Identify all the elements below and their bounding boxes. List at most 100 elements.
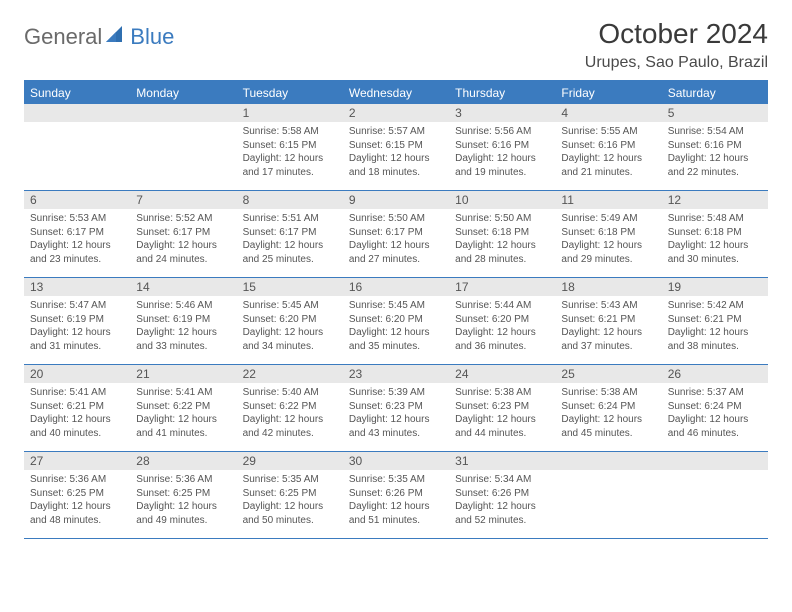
day-number: 26 <box>662 365 768 383</box>
day-details: Sunrise: 5:45 AMSunset: 6:20 PMDaylight:… <box>237 296 343 357</box>
empty-day-number <box>555 452 661 470</box>
logo: General Blue <box>24 24 174 50</box>
day-cell <box>555 452 661 538</box>
day-details: Sunrise: 5:45 AMSunset: 6:20 PMDaylight:… <box>343 296 449 357</box>
day-details: Sunrise: 5:41 AMSunset: 6:21 PMDaylight:… <box>24 383 130 444</box>
day-number: 31 <box>449 452 555 470</box>
day-number: 1 <box>237 104 343 122</box>
day-cell: 27Sunrise: 5:36 AMSunset: 6:25 PMDayligh… <box>24 452 130 538</box>
weekday-header-row: SundayMondayTuesdayWednesdayThursdayFrid… <box>24 82 768 104</box>
day-details: Sunrise: 5:41 AMSunset: 6:22 PMDaylight:… <box>130 383 236 444</box>
day-number: 25 <box>555 365 661 383</box>
day-details: Sunrise: 5:39 AMSunset: 6:23 PMDaylight:… <box>343 383 449 444</box>
day-details: Sunrise: 5:53 AMSunset: 6:17 PMDaylight:… <box>24 209 130 270</box>
day-number: 21 <box>130 365 236 383</box>
day-cell <box>24 104 130 190</box>
day-cell: 29Sunrise: 5:35 AMSunset: 6:25 PMDayligh… <box>237 452 343 538</box>
day-cell: 22Sunrise: 5:40 AMSunset: 6:22 PMDayligh… <box>237 365 343 451</box>
day-number: 17 <box>449 278 555 296</box>
day-cell <box>662 452 768 538</box>
day-cell: 30Sunrise: 5:35 AMSunset: 6:26 PMDayligh… <box>343 452 449 538</box>
day-number: 22 <box>237 365 343 383</box>
day-details: Sunrise: 5:54 AMSunset: 6:16 PMDaylight:… <box>662 122 768 183</box>
header: General Blue October 2024 Urupes, Sao Pa… <box>24 18 768 72</box>
day-details: Sunrise: 5:40 AMSunset: 6:22 PMDaylight:… <box>237 383 343 444</box>
day-cell: 11Sunrise: 5:49 AMSunset: 6:18 PMDayligh… <box>555 191 661 277</box>
day-number: 2 <box>343 104 449 122</box>
week-row: 27Sunrise: 5:36 AMSunset: 6:25 PMDayligh… <box>24 452 768 539</box>
day-cell: 10Sunrise: 5:50 AMSunset: 6:18 PMDayligh… <box>449 191 555 277</box>
weekday-header: Tuesday <box>237 82 343 104</box>
day-number: 27 <box>24 452 130 470</box>
day-cell: 1Sunrise: 5:58 AMSunset: 6:15 PMDaylight… <box>237 104 343 190</box>
day-details: Sunrise: 5:42 AMSunset: 6:21 PMDaylight:… <box>662 296 768 357</box>
day-details: Sunrise: 5:50 AMSunset: 6:17 PMDaylight:… <box>343 209 449 270</box>
weeks-container: 1Sunrise: 5:58 AMSunset: 6:15 PMDaylight… <box>24 104 768 539</box>
day-cell: 14Sunrise: 5:46 AMSunset: 6:19 PMDayligh… <box>130 278 236 364</box>
day-details: Sunrise: 5:36 AMSunset: 6:25 PMDaylight:… <box>24 470 130 531</box>
day-details: Sunrise: 5:35 AMSunset: 6:26 PMDaylight:… <box>343 470 449 531</box>
day-number: 11 <box>555 191 661 209</box>
day-cell: 16Sunrise: 5:45 AMSunset: 6:20 PMDayligh… <box>343 278 449 364</box>
day-cell: 13Sunrise: 5:47 AMSunset: 6:19 PMDayligh… <box>24 278 130 364</box>
day-cell: 4Sunrise: 5:55 AMSunset: 6:16 PMDaylight… <box>555 104 661 190</box>
day-number: 7 <box>130 191 236 209</box>
month-title: October 2024 <box>585 18 768 50</box>
day-details: Sunrise: 5:38 AMSunset: 6:23 PMDaylight:… <box>449 383 555 444</box>
day-number: 10 <box>449 191 555 209</box>
day-number: 14 <box>130 278 236 296</box>
day-number: 6 <box>24 191 130 209</box>
day-details: Sunrise: 5:49 AMSunset: 6:18 PMDaylight:… <box>555 209 661 270</box>
day-cell: 12Sunrise: 5:48 AMSunset: 6:18 PMDayligh… <box>662 191 768 277</box>
week-row: 20Sunrise: 5:41 AMSunset: 6:21 PMDayligh… <box>24 365 768 452</box>
day-number: 8 <box>237 191 343 209</box>
day-cell: 24Sunrise: 5:38 AMSunset: 6:23 PMDayligh… <box>449 365 555 451</box>
day-cell: 20Sunrise: 5:41 AMSunset: 6:21 PMDayligh… <box>24 365 130 451</box>
day-cell: 25Sunrise: 5:38 AMSunset: 6:24 PMDayligh… <box>555 365 661 451</box>
week-row: 13Sunrise: 5:47 AMSunset: 6:19 PMDayligh… <box>24 278 768 365</box>
empty-day-number <box>130 104 236 122</box>
day-cell: 7Sunrise: 5:52 AMSunset: 6:17 PMDaylight… <box>130 191 236 277</box>
logo-sail-icon <box>106 26 128 49</box>
day-number: 3 <box>449 104 555 122</box>
day-details: Sunrise: 5:56 AMSunset: 6:16 PMDaylight:… <box>449 122 555 183</box>
weekday-header: Saturday <box>662 82 768 104</box>
day-details: Sunrise: 5:38 AMSunset: 6:24 PMDaylight:… <box>555 383 661 444</box>
day-number: 4 <box>555 104 661 122</box>
day-details: Sunrise: 5:50 AMSunset: 6:18 PMDaylight:… <box>449 209 555 270</box>
day-cell: 19Sunrise: 5:42 AMSunset: 6:21 PMDayligh… <box>662 278 768 364</box>
day-details: Sunrise: 5:44 AMSunset: 6:20 PMDaylight:… <box>449 296 555 357</box>
weekday-header: Wednesday <box>343 82 449 104</box>
day-cell: 3Sunrise: 5:56 AMSunset: 6:16 PMDaylight… <box>449 104 555 190</box>
empty-day-number <box>24 104 130 122</box>
day-cell: 17Sunrise: 5:44 AMSunset: 6:20 PMDayligh… <box>449 278 555 364</box>
week-row: 1Sunrise: 5:58 AMSunset: 6:15 PMDaylight… <box>24 104 768 191</box>
day-cell: 31Sunrise: 5:34 AMSunset: 6:26 PMDayligh… <box>449 452 555 538</box>
day-number: 16 <box>343 278 449 296</box>
day-number: 12 <box>662 191 768 209</box>
calendar: SundayMondayTuesdayWednesdayThursdayFrid… <box>24 80 768 539</box>
day-number: 9 <box>343 191 449 209</box>
day-cell: 6Sunrise: 5:53 AMSunset: 6:17 PMDaylight… <box>24 191 130 277</box>
day-details: Sunrise: 5:35 AMSunset: 6:25 PMDaylight:… <box>237 470 343 531</box>
day-details: Sunrise: 5:43 AMSunset: 6:21 PMDaylight:… <box>555 296 661 357</box>
day-cell: 2Sunrise: 5:57 AMSunset: 6:15 PMDaylight… <box>343 104 449 190</box>
weekday-header: Monday <box>130 82 236 104</box>
day-details: Sunrise: 5:36 AMSunset: 6:25 PMDaylight:… <box>130 470 236 531</box>
day-cell: 28Sunrise: 5:36 AMSunset: 6:25 PMDayligh… <box>130 452 236 538</box>
day-number: 13 <box>24 278 130 296</box>
location-text: Urupes, Sao Paulo, Brazil <box>585 54 768 72</box>
day-number: 5 <box>662 104 768 122</box>
weekday-header: Sunday <box>24 82 130 104</box>
day-details: Sunrise: 5:55 AMSunset: 6:16 PMDaylight:… <box>555 122 661 183</box>
day-details: Sunrise: 5:37 AMSunset: 6:24 PMDaylight:… <box>662 383 768 444</box>
title-block: October 2024 Urupes, Sao Paulo, Brazil <box>585 18 768 72</box>
day-details: Sunrise: 5:47 AMSunset: 6:19 PMDaylight:… <box>24 296 130 357</box>
day-cell: 23Sunrise: 5:39 AMSunset: 6:23 PMDayligh… <box>343 365 449 451</box>
day-cell: 8Sunrise: 5:51 AMSunset: 6:17 PMDaylight… <box>237 191 343 277</box>
day-number: 24 <box>449 365 555 383</box>
day-cell: 26Sunrise: 5:37 AMSunset: 6:24 PMDayligh… <box>662 365 768 451</box>
day-details: Sunrise: 5:52 AMSunset: 6:17 PMDaylight:… <box>130 209 236 270</box>
day-number: 19 <box>662 278 768 296</box>
day-details: Sunrise: 5:57 AMSunset: 6:15 PMDaylight:… <box>343 122 449 183</box>
